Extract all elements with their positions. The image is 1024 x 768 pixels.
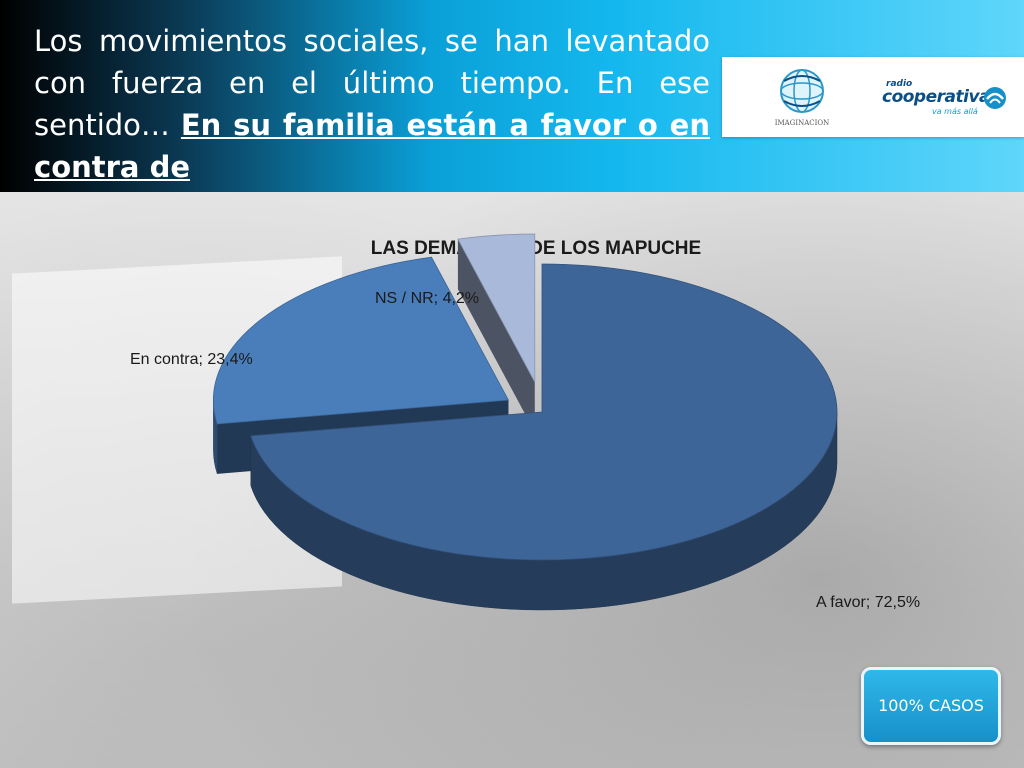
cooperativa-radio-text: radio [886,79,913,89]
pie-slice-a-favor [250,263,838,611]
imaginacion-logo: IMAGINACION [762,63,842,133]
page-title: Los movimientos sociales, se han levanta… [34,20,710,188]
cooperativa-logo: radio cooperativa va más allá [882,79,1012,119]
cases-badge: 100% CASOS [861,667,1001,745]
title-text: Los movimientos sociales, se han levanta… [34,24,710,142]
logos-panel: IMAGINACION radio cooperativa va más all… [722,57,1024,137]
cooperativa-tagline: va más allá [932,107,978,116]
title-emphasis: En su familia están a favor o en contra … [34,108,710,184]
data-label-ns-nr: NS / NR; 4,2% [375,290,479,307]
imaginacion-logo-text: IMAGINACION [774,119,830,127]
cooperativa-name: cooperativa [882,87,991,107]
pie-slice-ns-nr [457,233,536,433]
globe-logo-icon [780,69,824,113]
cooperativa-swirl-icon [984,87,1006,109]
pie-chart: LAS DEMANDAS DE LOS MAPUCHE A favor; 72,… [130,233,920,611]
chart-title: LAS DEMANDAS DE LOS MAPUCHE [371,238,701,259]
data-label-a-favor: A favor; 72,5% [816,594,920,611]
data-label-en-contra: En contra; 23,4% [130,351,253,368]
